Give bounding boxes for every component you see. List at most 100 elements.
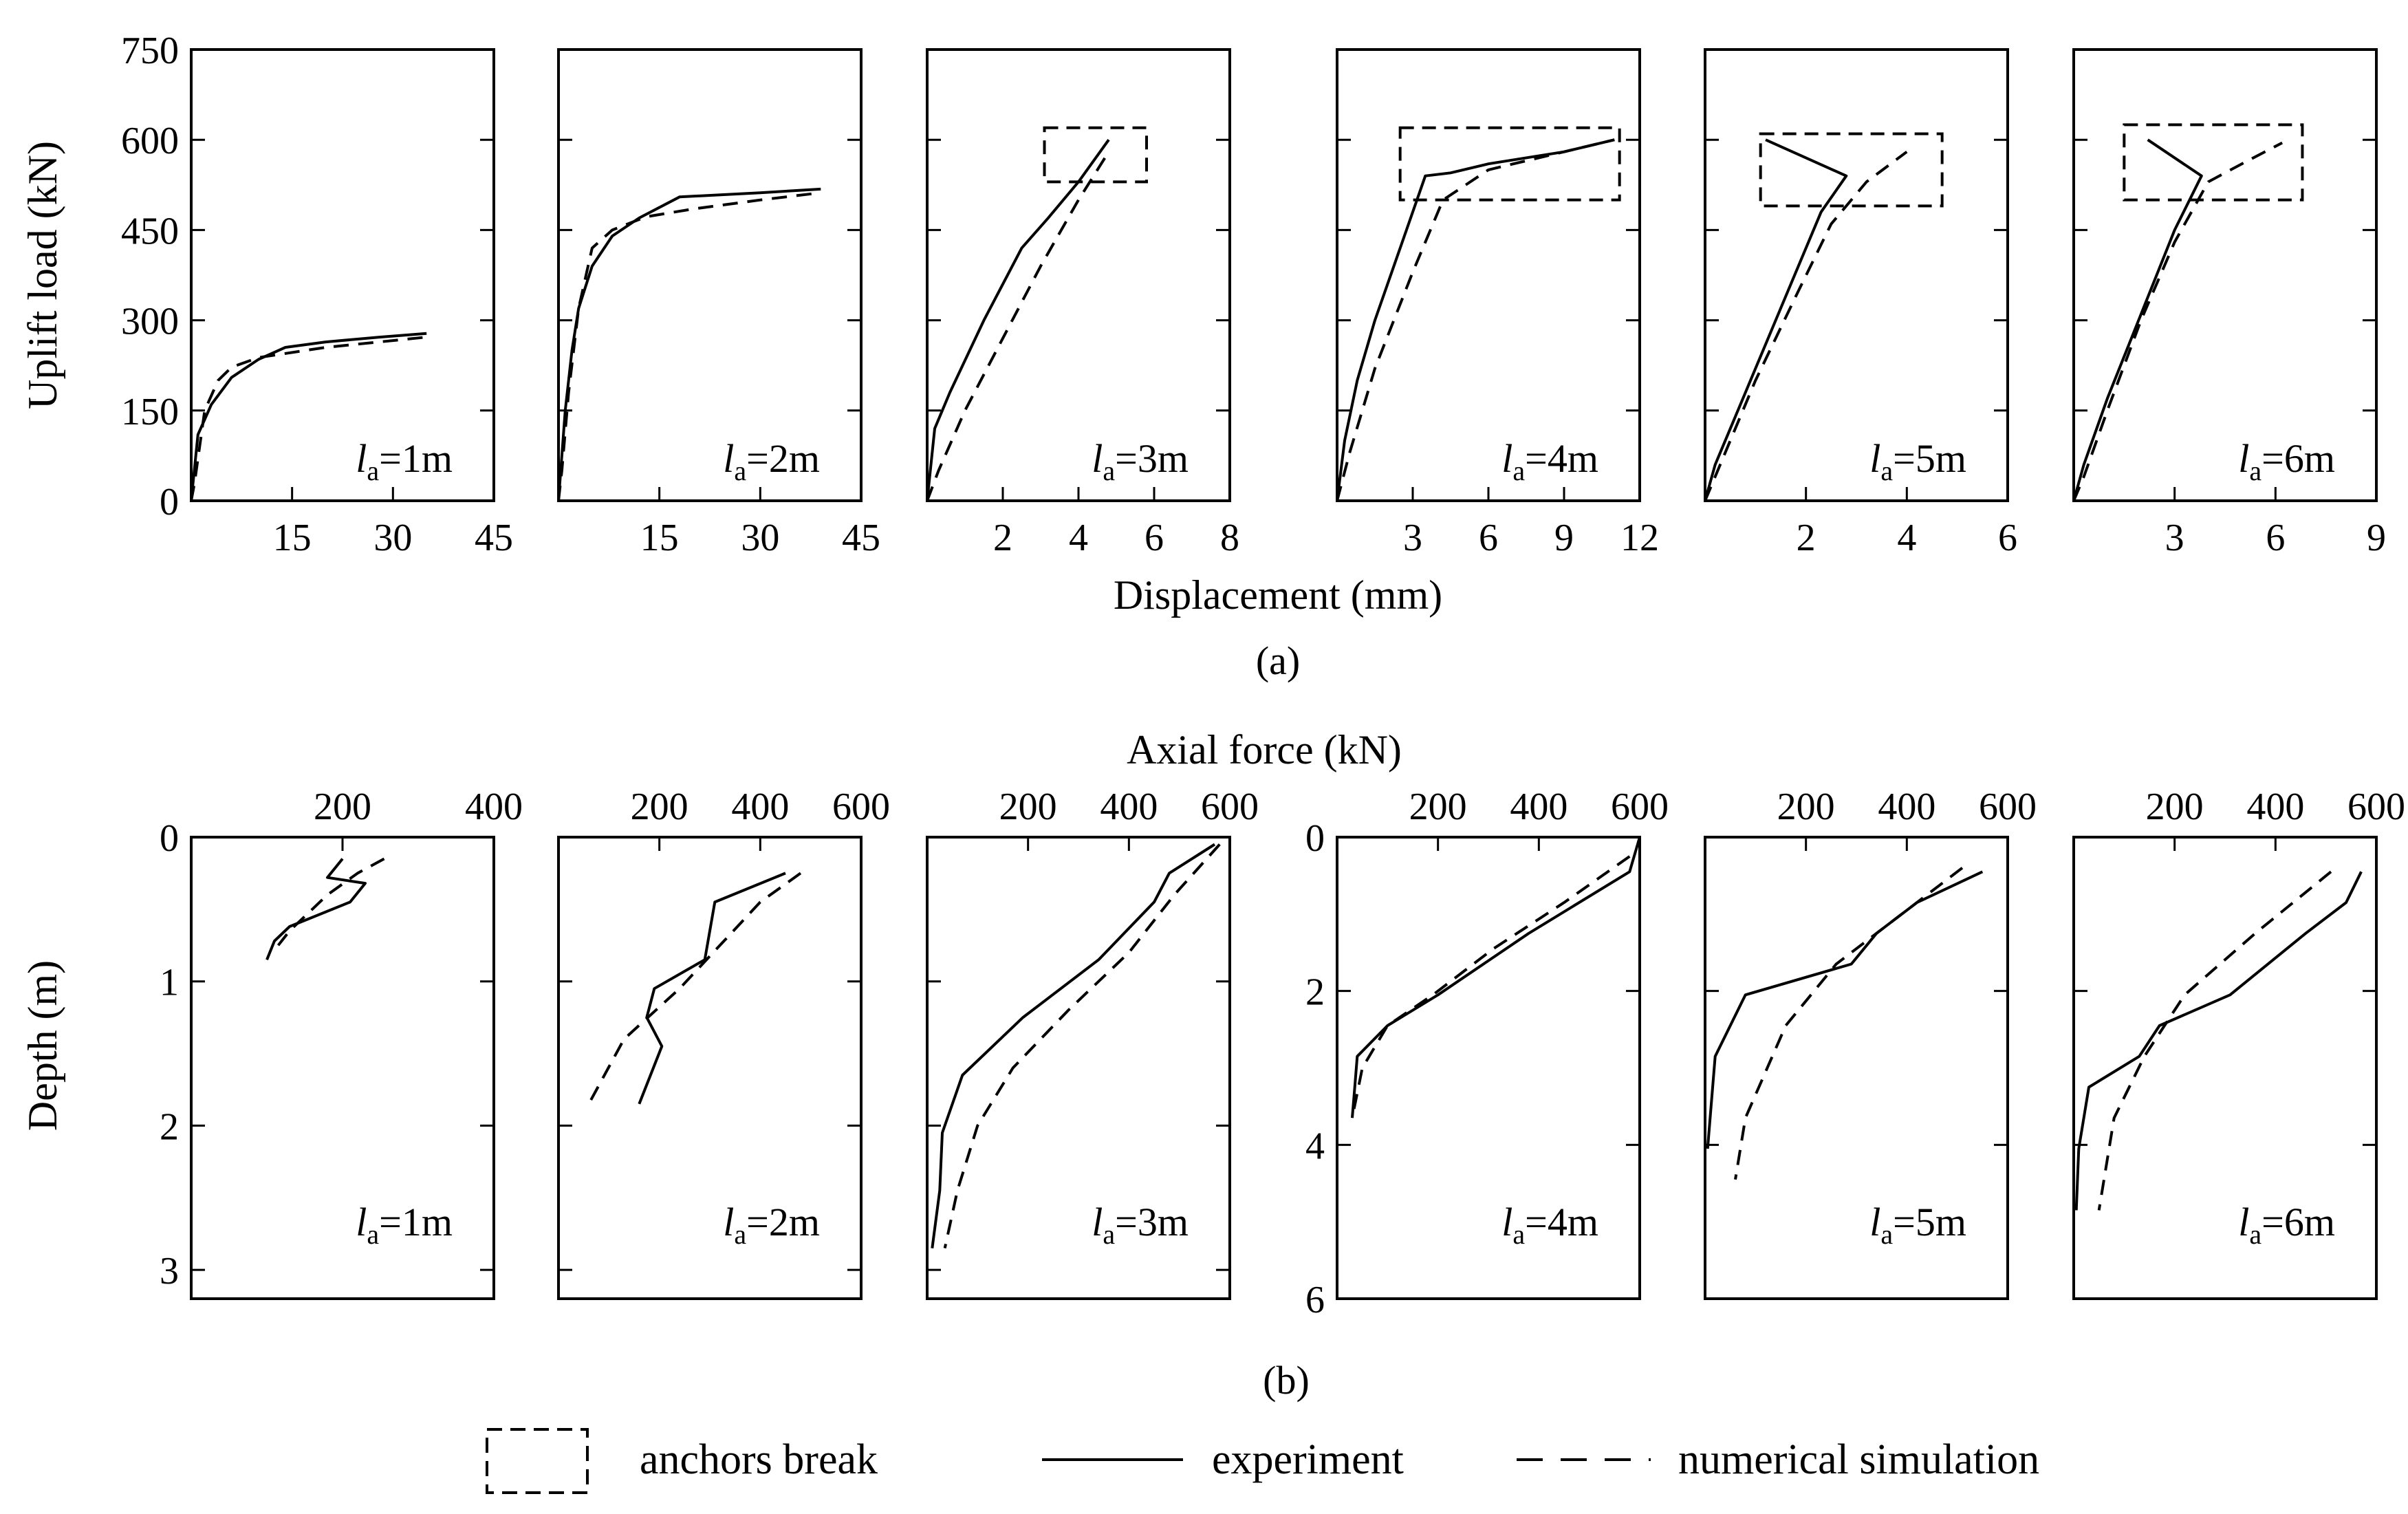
x-tick-label: 200 [1777,786,1835,828]
panel-b-2: 200 400 600 la=2m [557,786,890,1300]
x-tick-label: 3 [2165,517,2184,559]
panel-b-4: 200 400 600 0 2 4 6 la=4m [1305,786,1669,1321]
panel-b-5: 200 400 600 la=5m [1704,786,2037,1300]
x-tick-label: 15 [273,517,312,559]
legend-label-experiment: experiment [1212,1436,1404,1483]
y-tick-label: 3 [160,1250,179,1293]
plot-frame [2072,836,2378,1300]
simulation-line [1704,151,1908,501]
x-tick-label: 6 [2266,517,2285,559]
x-tick-label: 9 [2367,517,2386,559]
simulation-line [1351,855,1631,1118]
panel-label: la=6m [2238,1200,2335,1250]
x-tick-label: 200 [314,786,371,828]
simulation-line [943,843,1221,1249]
x-tick-label: 2 [993,517,1012,559]
plot-frame [926,48,1231,502]
experiment-line [557,187,821,501]
x-tick-label: 200 [2146,786,2204,828]
plot-frame [926,836,1231,1300]
x-tick-label: 2 [1797,517,1816,559]
panel-b-6: 200 400 600 la=6m [2072,786,2405,1300]
x-tick-label: 45 [842,517,880,559]
x-tick-label: 400 [465,786,523,828]
panel-a-6: 3 6 9 la=6m [2072,48,2386,559]
y-axis-label-a: Uplift load (kN) [20,141,65,409]
x-tick-label: 6 [1145,517,1164,559]
experiment-line [931,843,1216,1248]
y-tick-label: 0 [1305,817,1325,860]
panel-label: la=3m [1092,436,1189,486]
panel-b-3: 200 400 600 la=3m [926,786,1259,1300]
x-tick-label: 200 [1409,786,1467,828]
y-tick-label: 300 [121,301,179,343]
anchors-break-box [1398,126,1621,202]
x-tick-label: 600 [1201,786,1259,828]
panel-label: la=6m [2238,436,2335,486]
x-tick-label: 6 [1998,517,2017,559]
x-tick-label: 4 [1069,517,1088,559]
x-tick-label: 45 [475,517,513,559]
x-tick-label: 400 [2246,786,2304,828]
panel-a-3: 2 4 6 8 la=3m [926,48,1239,559]
panel-a-2: 15 30 45 la=2m [557,48,880,559]
x-tick-label: 30 [741,517,779,559]
x-tick-label: 3 [1403,517,1422,559]
legend-label-anchors-break: anchors break [640,1436,878,1483]
experiment-line [2074,871,2363,1211]
caption-a: (a) [1256,638,1300,683]
x-tick-label: 400 [1100,786,1158,828]
experiment-line [926,139,1110,501]
y-tick-label: 450 [121,210,179,252]
anchors-break-box [1043,126,1148,184]
x-tick-label: 600 [1611,786,1669,828]
panel-label: la=3m [1092,1200,1189,1250]
plot-frame [1336,836,1641,1300]
simulation-line [2097,870,2332,1211]
x-axis-label-a: Displacement (mm) [1114,572,1442,618]
legend: anchors break experiment numerical simul… [486,1428,2039,1494]
experiment-line [2072,138,2203,501]
x-tick-label: 30 [373,517,412,559]
panel-label: la=5m [1869,436,1966,486]
panel-b-1: 200 400 0 1 2 3 la=1m [160,786,523,1300]
simulation-line [926,151,1110,501]
panel-label: la=1m [356,1200,453,1250]
panel-label: la=4m [1501,1200,1598,1250]
y-tick-label: 0 [160,481,179,523]
plot-frame [1704,48,2009,502]
x-axis-label-b: Axial force (kN) [1127,727,1402,772]
simulation-line [557,191,821,501]
x-tick-label: 600 [2347,786,2405,828]
x-tick-label: 15 [640,517,679,559]
y-tick-label: 4 [1305,1125,1325,1167]
panel-label: la=5m [1869,1200,1966,1250]
plot-frame [2072,48,2378,502]
y-tick-label: 600 [121,120,179,162]
anchors-break-box [1759,132,1944,208]
simulation-line [190,336,427,501]
plot-frame [557,48,863,502]
simulation-line [587,872,802,1105]
x-tick-label: 6 [1479,517,1498,559]
x-tick-label: 600 [1979,786,2037,828]
simulation-line [1734,867,1964,1180]
panel-a-4: 3 6 9 12 la=4m [1336,48,1659,559]
experiment-line [1336,138,1615,501]
experiment-line [1704,138,1848,501]
y-tick-label: 750 [121,30,179,72]
x-tick-label: 400 [731,786,789,828]
experiment-line [638,872,786,1105]
legend-label-numerical-simulation: numerical simulation [1678,1436,2039,1483]
plot-frame [1336,48,1641,502]
anchors-break-box [2123,123,2304,202]
y-tick-label: 1 [160,962,179,1004]
experiment-line [265,858,367,960]
y-tick-label: 0 [160,817,179,860]
x-tick-label: 8 [1220,517,1239,559]
panel-row-a: 0 150 300 450 600 750 15 30 45 la=1m 15 30 45 la=2m 2 4… [121,30,2386,559]
panel-row-b: 200 400 0 1 2 3 la=1m 200 400 600 la=2m 200 400 600 la… [160,786,2405,1321]
caption-b: (b) [1263,1358,1310,1403]
x-tick-label: 400 [1510,786,1568,828]
panel-label: la=2m [723,436,820,486]
